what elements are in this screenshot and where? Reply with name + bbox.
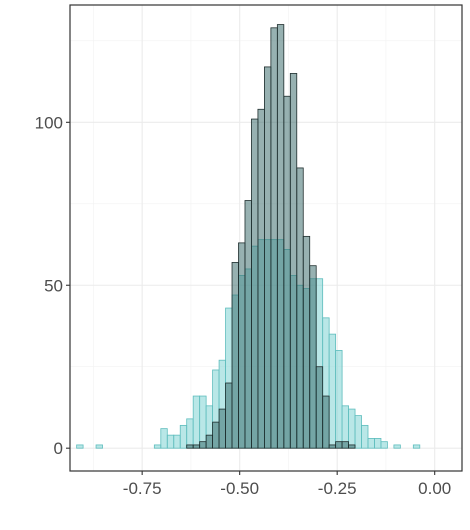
histogram-bar bbox=[251, 118, 259, 449]
x-axis: -0.75 -0.50 -0.25 0.00 bbox=[123, 471, 451, 498]
x-tick-label: -0.50 bbox=[220, 479, 259, 498]
histogram-bars bbox=[76, 24, 421, 449]
histogram-bar bbox=[348, 444, 356, 449]
histogram-bar bbox=[354, 415, 362, 449]
histogram-bar bbox=[238, 242, 246, 449]
y-tick-label: 0 bbox=[54, 439, 63, 458]
histogram-bar bbox=[192, 395, 201, 449]
histogram-bar bbox=[76, 444, 84, 449]
histogram-bar bbox=[257, 108, 265, 449]
histogram-bar bbox=[199, 395, 207, 449]
histogram-bar bbox=[192, 444, 201, 449]
y-tick-label: 100 bbox=[35, 113, 63, 132]
histogram-bar bbox=[153, 444, 162, 449]
histogram-bar bbox=[244, 200, 252, 449]
histogram-bar bbox=[160, 428, 168, 449]
histogram-bar bbox=[231, 262, 239, 449]
histogram-bar bbox=[393, 444, 401, 449]
histogram-bar bbox=[367, 438, 375, 449]
histogram-bar bbox=[264, 66, 272, 449]
histogram-bar bbox=[328, 333, 337, 449]
histogram-bar bbox=[328, 444, 337, 449]
histogram-bar bbox=[289, 73, 298, 449]
histogram-bar bbox=[212, 421, 220, 449]
histogram-bar bbox=[335, 350, 343, 449]
histogram-bar bbox=[276, 24, 285, 449]
histogram-bar bbox=[309, 265, 317, 449]
histogram-bar bbox=[380, 441, 388, 449]
series-2-bars bbox=[186, 24, 356, 449]
histogram-bar bbox=[374, 438, 382, 449]
histogram-bar bbox=[348, 408, 356, 449]
plot-border bbox=[69, 4, 463, 472]
histogram-bar bbox=[361, 424, 369, 449]
histogram-bar bbox=[412, 444, 421, 449]
histogram-bar bbox=[296, 167, 304, 449]
histogram-bar bbox=[225, 382, 233, 449]
histogram-bar bbox=[283, 95, 291, 449]
histogram-bar bbox=[302, 235, 311, 449]
histogram-bar bbox=[173, 434, 181, 449]
y-axis: 0 50 100 bbox=[35, 113, 70, 458]
x-tick-label: 0.00 bbox=[418, 479, 451, 498]
histogram-bar bbox=[315, 366, 324, 449]
histogram-bar bbox=[95, 444, 103, 449]
histogram-bar bbox=[186, 418, 194, 449]
histogram-bar bbox=[335, 441, 343, 449]
histogram-bar bbox=[186, 444, 194, 449]
histogram-bar bbox=[270, 27, 278, 449]
histogram-bar bbox=[341, 441, 349, 449]
histogram-bar bbox=[322, 395, 330, 449]
histogram-bar bbox=[218, 408, 226, 449]
x-tick-label: -0.25 bbox=[318, 479, 357, 498]
histogram-bar bbox=[205, 434, 214, 449]
histogram-bar bbox=[179, 424, 188, 449]
histogram-bar bbox=[166, 434, 175, 449]
x-tick-label: -0.75 bbox=[123, 479, 162, 498]
y-tick-label: 50 bbox=[44, 276, 63, 295]
histogram-bar bbox=[199, 441, 207, 449]
